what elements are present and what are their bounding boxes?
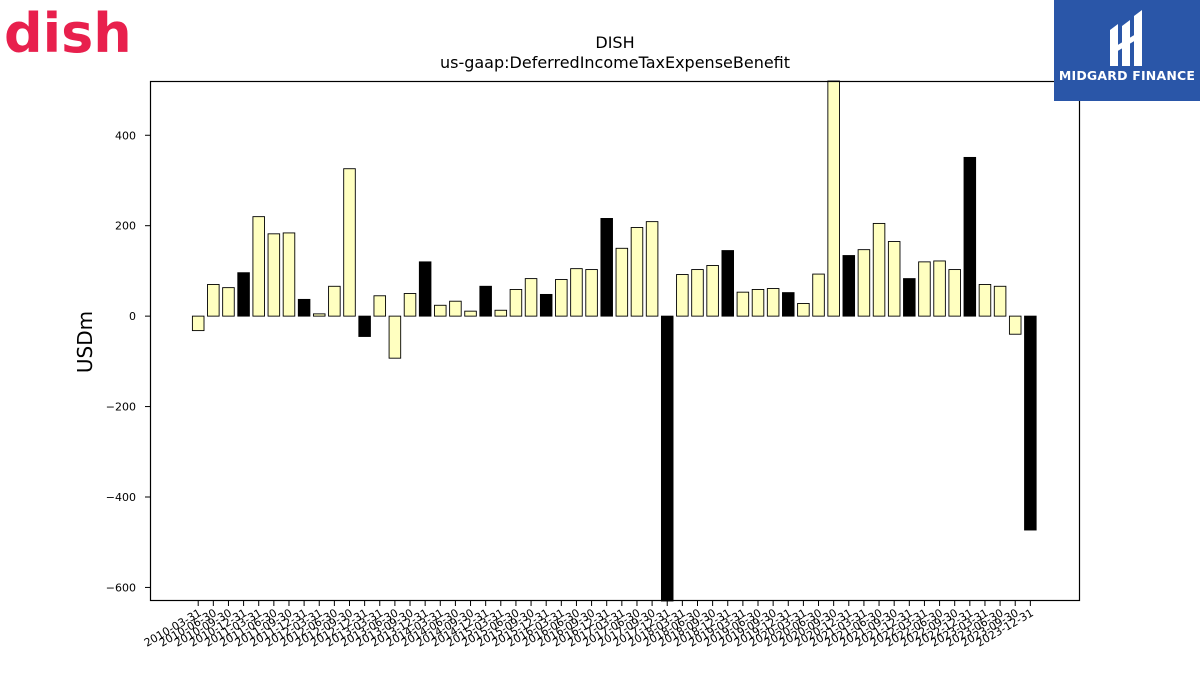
bar-2015-06-30 [509, 289, 523, 317]
bar-2020-06-30 [812, 273, 825, 317]
bar-2020-12-31 [842, 255, 856, 317]
bar-2018-06-30 [691, 269, 704, 317]
bar-2020-09-30 [827, 80, 840, 317]
bar-2013-03-31 [373, 295, 387, 317]
bar-2013-09-30 [403, 293, 417, 317]
bar-2018-12-31 [721, 250, 735, 317]
bar-2019-09-30 [766, 288, 780, 317]
bar-2022-09-30 [948, 269, 961, 317]
bar-2010-12-31 [237, 272, 250, 317]
bar-2017-03-31 [615, 247, 629, 317]
y-tick-label: 0 [129, 310, 136, 323]
bar-2014-03-31 [434, 304, 447, 317]
x-ticks: 2010-03-312010-06-302010-09-302010-12-31… [142, 601, 1036, 650]
bar-2016-12-31 [600, 218, 613, 317]
bar-2023-03-31 [978, 284, 992, 317]
bar-2012-03-31 [312, 313, 326, 317]
bar-2020-03-31 [797, 303, 810, 317]
bar-2021-09-30 [887, 241, 901, 317]
bar-2017-09-30 [645, 221, 659, 317]
bar-2016-03-31 [555, 279, 568, 317]
bar-2012-12-31 [358, 315, 371, 337]
bar-2021-06-30 [872, 222, 886, 317]
chart-title: DISH [595, 33, 634, 52]
bar-2022-03-31 [918, 261, 931, 317]
bar-2015-12-31 [539, 293, 553, 317]
y-ticks: −600 −400 −200 0 200 400 [106, 129, 150, 594]
midgard-finance-badge: MIDGARD FINANCE [1054, 0, 1200, 101]
bar-2015-09-30 [524, 278, 538, 317]
bar-2023-12-31 [1024, 315, 1037, 531]
plot-frame [149, 80, 1081, 602]
bar-2013-12-31 [418, 261, 432, 317]
y-tick-label: 200 [115, 220, 136, 233]
bar-2018-03-31 [676, 274, 689, 317]
dish-logo-text: dish [4, 2, 132, 62]
bar-2012-06-30 [328, 285, 341, 317]
bar-2016-06-30 [570, 268, 583, 317]
bar-2017-06-30 [630, 227, 644, 317]
bar-2010-06-30 [207, 284, 220, 317]
bar-2019-06-30 [751, 289, 765, 317]
bar-2010-03-31 [191, 315, 205, 332]
y-tick-label: 400 [115, 129, 136, 142]
bar-2011-06-30 [267, 233, 281, 317]
bar-2021-12-31 [903, 278, 916, 317]
y-tick-label: −600 [106, 581, 136, 594]
midgard-logo-icon [1110, 10, 1142, 66]
bar-2014-09-30 [464, 310, 477, 317]
bar-2012-09-30 [343, 168, 356, 317]
bar-2015-03-31 [494, 309, 508, 317]
bar-2022-06-30 [933, 260, 946, 317]
chart-subtitle: us-gaap:DeferredIncomeTaxExpenseBenefit [440, 53, 790, 72]
bar-2011-09-30 [282, 232, 296, 317]
bars-layer [191, 80, 1037, 602]
bar-2011-12-31 [297, 298, 311, 317]
badge-label: MIDGARD FINANCE [1058, 68, 1196, 83]
dish-logo: dish [4, 2, 132, 62]
bar-2011-03-31 [252, 216, 265, 317]
bar-2023-09-30 [1008, 315, 1022, 335]
bar-2022-12-31 [963, 156, 977, 317]
bar-2023-06-30 [993, 285, 1007, 317]
y-tick-label: −400 [106, 491, 136, 504]
bar-2018-09-30 [706, 265, 719, 317]
bar-2016-09-30 [585, 269, 598, 317]
bar-2021-03-31 [857, 249, 871, 317]
bar-2017-12-31 [660, 315, 674, 602]
bar-2019-03-31 [736, 291, 750, 317]
bar-2014-12-31 [479, 285, 492, 317]
y-tick-label: −200 [106, 401, 136, 414]
bar-2013-06-30 [388, 315, 402, 359]
bar-2019-12-31 [782, 292, 795, 317]
y-axis-label: USDm [73, 311, 97, 373]
bar-2014-06-30 [449, 300, 462, 317]
bar-2010-09-30 [222, 287, 235, 317]
